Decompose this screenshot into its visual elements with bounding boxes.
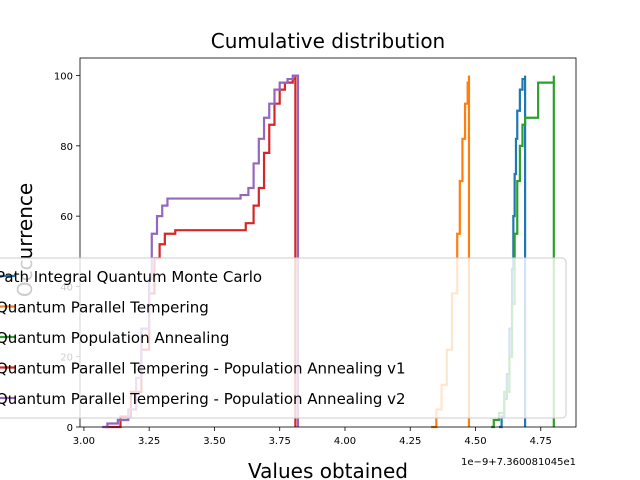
x-tick-label: 4.25 bbox=[399, 436, 421, 447]
x-tick-label: 3.00 bbox=[73, 436, 95, 447]
legend-entry: Quantum Parallel Tempering - Population … bbox=[0, 360, 406, 378]
x-tick-label: 4.00 bbox=[334, 436, 356, 447]
y-tick-label: 80 bbox=[60, 142, 73, 153]
legend-entry: Quantum Parallel Tempering bbox=[0, 299, 209, 317]
x-tick-label: 3.25 bbox=[138, 436, 160, 447]
legend-box bbox=[0, 257, 567, 419]
chart-title: Cumulative distribution bbox=[211, 29, 445, 53]
y-tick-label: 0 bbox=[67, 423, 73, 434]
y-tick-label: 60 bbox=[60, 212, 73, 223]
axes-frame bbox=[79, 57, 577, 428]
legend-entry: Path Integral Quantum Monte Carlo bbox=[0, 268, 262, 286]
x-tick-label: 4.50 bbox=[464, 436, 486, 447]
legend-entry: Quantum Parallel Tempering - Population … bbox=[0, 390, 406, 408]
legend: Path Integral Quantum Monte Carlo Quantum… bbox=[0, 257, 567, 419]
y-tick-label: 100 bbox=[54, 72, 73, 83]
x-tick-label: 3.75 bbox=[269, 436, 291, 447]
x-offset-text: 1e−9+7.360081045e1 bbox=[461, 457, 576, 468]
x-tick-label: 3.50 bbox=[203, 436, 225, 447]
x-axis-label: Values obtained bbox=[248, 459, 408, 480]
x-axis: 3.00 3.25 3.50 3.75 4.00 4.25 4.50 4.75 bbox=[73, 427, 552, 447]
x-tick-label: 4.75 bbox=[530, 436, 552, 447]
legend-entry: Quantum Population Annealing bbox=[0, 329, 229, 347]
